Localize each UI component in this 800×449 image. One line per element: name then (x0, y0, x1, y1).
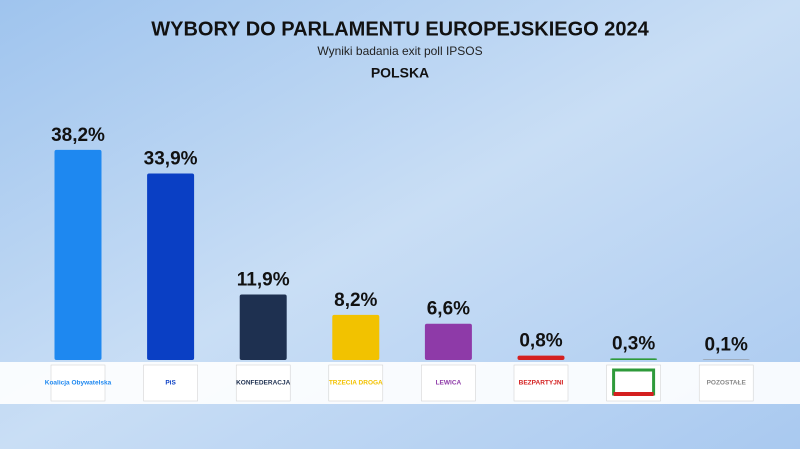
value-label: 0,8% (519, 331, 562, 352)
chart-title: WYBORY DO PARLAMENTU EUROPEJSKIEGO 2024 (151, 18, 649, 40)
category-label: PiS (165, 380, 176, 387)
party-logo (235, 364, 291, 402)
value-label: 0,3% (612, 333, 655, 354)
value-label: 8,2% (334, 290, 377, 311)
bar (54, 149, 102, 360)
category-label: LEWICA (436, 380, 462, 387)
bar (424, 323, 472, 360)
category-label: KONFEDERACJA (236, 380, 290, 387)
party-logo (421, 364, 476, 402)
bar (517, 355, 565, 360)
value-label: 6,6% (427, 299, 470, 320)
region-label: POLSKA (371, 65, 429, 81)
logo-strip (0, 362, 800, 404)
logo-icon (613, 392, 654, 396)
bar (610, 358, 658, 360)
category-label: Koalicja Obywatelska (45, 380, 112, 387)
value-label: 0,1% (705, 334, 748, 355)
bar (239, 294, 287, 360)
value-label: 11,9% (237, 270, 290, 291)
party-logo (698, 364, 754, 402)
party-logo (50, 364, 106, 402)
value-label: 33,9% (144, 149, 198, 170)
bar (332, 314, 380, 360)
bar (702, 359, 750, 360)
bar (147, 173, 195, 360)
category-label: BEZPARTYJNI (519, 380, 564, 387)
value-label: 38,2% (51, 125, 105, 146)
category-label: TRZECIA DROGA (329, 380, 383, 387)
party-logo (513, 364, 569, 402)
party-logo (143, 364, 198, 402)
chart-subtitle: Wyniki badania exit poll IPSOS (317, 44, 482, 58)
party-logo (328, 364, 384, 402)
category-label: POZOSTAŁE (707, 380, 747, 387)
